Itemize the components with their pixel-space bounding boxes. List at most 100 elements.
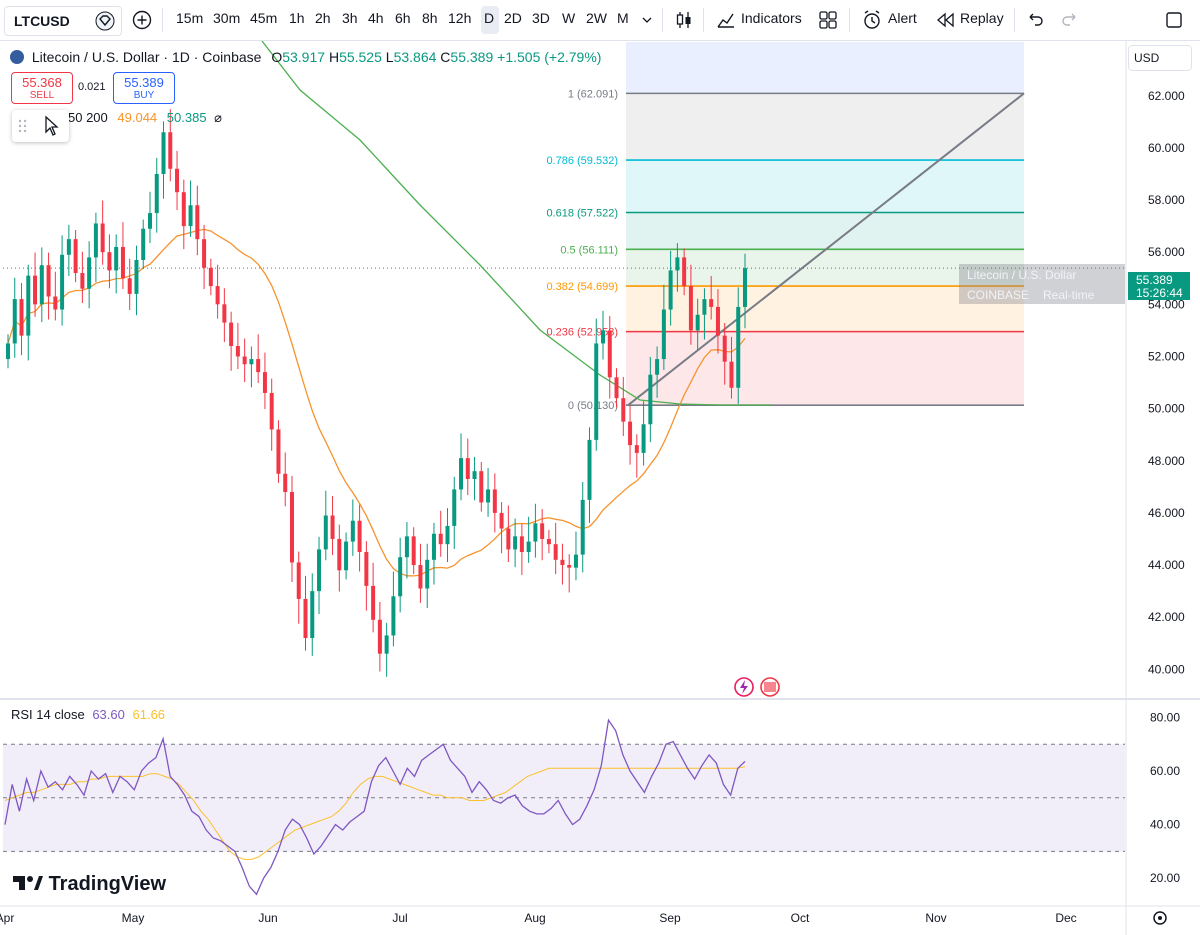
- fib-zone: [626, 331, 1024, 406]
- candle-body: [73, 239, 78, 274]
- price-axis-label: 56.000: [1148, 245, 1185, 259]
- time-axis-label: May: [122, 911, 145, 925]
- ma-legend: 50 200 49.044 50.385 ⌀: [68, 110, 222, 126]
- legend-close: 55.389: [450, 49, 494, 65]
- rsi-axis-label: 40.00: [1150, 818, 1180, 832]
- last-price-tag: 55.389 15:26:44: [1128, 272, 1190, 300]
- time-axis-label: Oct: [791, 911, 810, 925]
- candle-body: [344, 541, 349, 571]
- price-axis-label: 58.000: [1148, 193, 1185, 207]
- rsi-legend: RSI 14 close 63.60 61.66: [11, 707, 165, 722]
- candle-body: [452, 489, 457, 526]
- interval-15m[interactable]: 15m: [176, 10, 204, 26]
- candle-body: [479, 471, 484, 503]
- interval-45m[interactable]: 45m: [250, 10, 278, 26]
- candle-body: [702, 299, 707, 315]
- candle-body: [350, 520, 355, 542]
- interval-m[interactable]: M: [617, 10, 629, 26]
- interval-1h[interactable]: 1h: [289, 10, 305, 26]
- quote-popup: Litecoin / U.S. Dollar COINBASE Real-tim…: [959, 264, 1125, 304]
- interval-2d[interactable]: 2D: [504, 10, 522, 26]
- quote-exchange: COINBASE: [967, 288, 1030, 302]
- litecoin-logo-icon: [10, 50, 24, 64]
- add-symbol-icon[interactable]: [130, 8, 154, 32]
- candle-body: [33, 275, 38, 305]
- drag-handle-icon[interactable]: [15, 116, 31, 136]
- indicators-button[interactable]: Indicators: [741, 10, 802, 26]
- interval-3h[interactable]: 3h: [342, 10, 358, 26]
- indicators-icon[interactable]: [714, 8, 738, 32]
- candle-body: [215, 286, 220, 305]
- layouts-icon[interactable]: [816, 8, 840, 32]
- candle-body: [668, 270, 673, 310]
- interval-4h[interactable]: 4h: [368, 10, 384, 26]
- compare-icon[interactable]: [95, 11, 115, 31]
- fullscreen-icon[interactable]: [1162, 8, 1186, 32]
- candle-body: [587, 439, 592, 500]
- candle-body: [357, 520, 362, 552]
- rsi-axis-label: 20.00: [1150, 871, 1180, 885]
- tradingview-logo: TradingView: [13, 873, 166, 896]
- legend-high: 55.525: [339, 49, 382, 65]
- candle-body: [107, 252, 112, 271]
- alert-icon[interactable]: [860, 8, 884, 32]
- currency-select[interactable]: USD: [1128, 45, 1192, 71]
- buy-label: BUY: [133, 90, 155, 101]
- candle-body: [364, 552, 369, 586]
- candle-body: [641, 424, 646, 453]
- sell-button[interactable]: 55.368 SELL: [11, 72, 73, 104]
- candle-body: [472, 471, 477, 479]
- candle-body: [202, 239, 207, 268]
- replay-button[interactable]: Replay: [960, 10, 1004, 26]
- candle-body: [431, 533, 436, 560]
- interval-3d[interactable]: 3D: [532, 10, 550, 26]
- candle-body: [580, 499, 585, 555]
- alert-button[interactable]: Alert: [888, 10, 917, 26]
- candle-body: [634, 445, 639, 453]
- top-toolbar: LTCUSD 15m 30m 45m 1h 2h 3h 4h 6h 8h 12h D 2D 3D W 2W M…: [0, 0, 1200, 41]
- interval-8h[interactable]: 8h: [422, 10, 438, 26]
- rsi-ma-line: [4, 766, 746, 860]
- candles-style-icon[interactable]: [672, 8, 696, 32]
- chart-canvas[interactable]: 1 (62.091) 0.786 (59.532) 0.618 (57.522) 0.…: [0, 41, 1200, 935]
- tradingview-logo-text: TradingView: [48, 873, 167, 895]
- chevron-down-icon[interactable]: [635, 8, 659, 32]
- candle-body: [499, 512, 504, 529]
- interval-30m[interactable]: 30m: [213, 10, 241, 26]
- symbol-search[interactable]: LTCUSD: [4, 6, 122, 36]
- candle-body: [26, 275, 31, 336]
- interval-w[interactable]: W: [562, 10, 576, 26]
- interval-2h[interactable]: 2h: [315, 10, 331, 26]
- candle-body: [269, 392, 274, 430]
- buy-button[interactable]: 55.389 BUY: [113, 72, 175, 104]
- replay-icon[interactable]: [933, 8, 957, 32]
- legend-low: 53.864: [393, 49, 437, 65]
- redo-icon[interactable]: [1058, 8, 1082, 32]
- candle-body: [39, 265, 44, 305]
- candle-body: [147, 213, 152, 229]
- rsi-ma-value: 61.66: [132, 707, 166, 722]
- candle-body: [120, 246, 125, 279]
- fib-level-label: 0.236 (52.953): [546, 327, 618, 339]
- candle-body: [262, 372, 267, 393]
- candle-body: [560, 559, 565, 566]
- candle-body: [736, 306, 741, 388]
- fib-zone: [626, 93, 1024, 161]
- candle-body: [715, 306, 720, 336]
- ma50-value: 49.044: [117, 110, 158, 125]
- interval-selected-bg: [481, 6, 499, 34]
- spread-value: 0.021: [78, 81, 106, 93]
- interval-12h[interactable]: 12h: [448, 10, 472, 26]
- cursor-arrow-icon[interactable]: [42, 115, 62, 137]
- candle-body: [709, 299, 714, 307]
- eye-hidden-icon[interactable]: ⌀: [214, 110, 222, 125]
- undo-icon[interactable]: [1023, 8, 1047, 32]
- interval-6h[interactable]: 6h: [395, 10, 411, 26]
- candle-body: [310, 591, 315, 639]
- ma200-value: 50.385: [166, 110, 207, 125]
- interval-2w[interactable]: 2W: [586, 10, 607, 26]
- interval-d[interactable]: D: [484, 10, 495, 26]
- candle-body: [195, 205, 200, 240]
- fib-zone: [626, 249, 1024, 287]
- price-axis-label: 40.000: [1148, 662, 1185, 676]
